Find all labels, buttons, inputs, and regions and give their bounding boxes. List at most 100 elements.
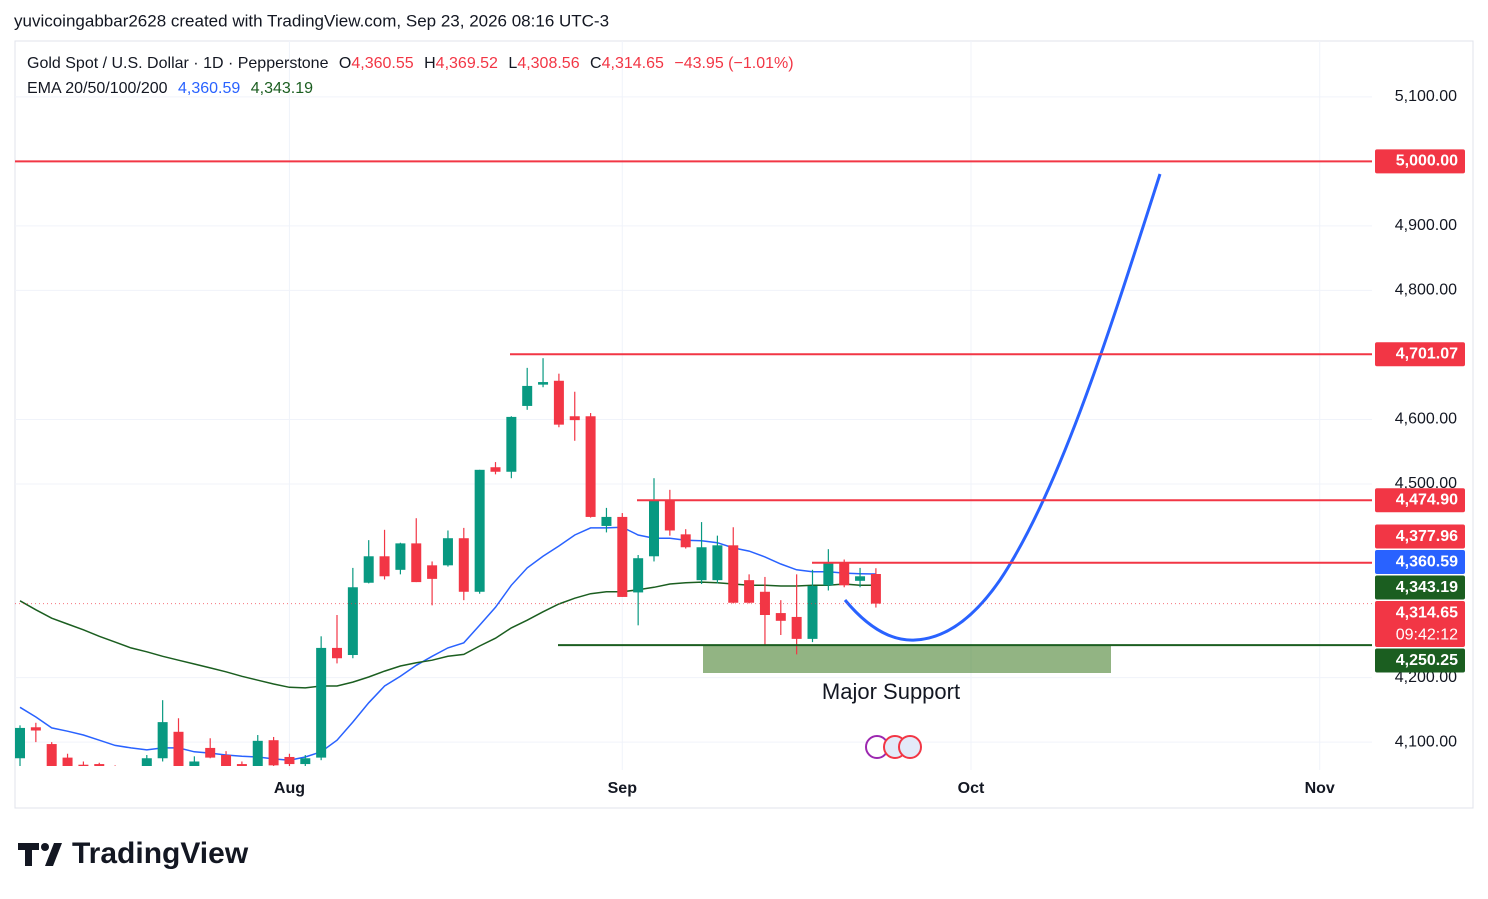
price-label: 4,250.25 xyxy=(1396,652,1458,669)
ohlc-value: 4,308.56 xyxy=(517,55,579,72)
candle-body xyxy=(347,587,358,656)
y-tick-label: 5,100.00 xyxy=(1395,88,1457,105)
support-zone xyxy=(703,646,1111,673)
change: −43.95 (−1.01%) xyxy=(674,55,793,72)
ema-name: EMA 20/50/100/200 xyxy=(27,80,168,97)
candle-body xyxy=(664,500,675,531)
annotation: Major Support xyxy=(822,679,960,704)
candle-body xyxy=(300,758,311,765)
ohlc-value: 4,369.52 xyxy=(436,55,498,72)
symbol: Gold Spot / U.S. Dollar · 1D · Peppersto… xyxy=(27,55,329,72)
countdown: 09:42:12 xyxy=(1396,626,1458,643)
logo: TradingView xyxy=(72,837,249,870)
ema-legend: EMA 20/50/100/200 4,360.59 4,343.19 xyxy=(27,80,313,97)
price-label-box xyxy=(1375,342,1465,367)
candle-body xyxy=(15,727,25,759)
grid xyxy=(15,41,1372,770)
y-tick-label: 4,800.00 xyxy=(1395,282,1457,299)
candle-body xyxy=(442,538,453,566)
candle-body xyxy=(236,764,247,766)
candle-body xyxy=(221,755,232,766)
price-label: 4,360.59 xyxy=(1396,553,1458,570)
candle-body xyxy=(522,385,533,406)
price-label-box xyxy=(1375,575,1465,600)
ema-value: 4,343.19 xyxy=(251,80,313,97)
legend: Gold Spot / U.S. Dollar · 1D · Peppersto… xyxy=(27,55,794,72)
candle-body xyxy=(205,747,216,758)
candle-body xyxy=(490,467,501,472)
candle-body xyxy=(474,469,485,592)
candle-body xyxy=(94,764,105,766)
candle-body xyxy=(870,573,881,604)
candle-body xyxy=(332,647,342,659)
candle-body xyxy=(252,740,263,766)
plot xyxy=(15,358,1111,766)
candle-body xyxy=(363,556,374,583)
candle-body xyxy=(617,516,628,597)
candle-body xyxy=(712,545,723,581)
candle-body xyxy=(633,558,644,593)
candle-body xyxy=(744,580,755,603)
y-tick-label: 4,900.00 xyxy=(1395,217,1457,234)
candle-body xyxy=(569,416,580,421)
candle-body xyxy=(553,380,564,425)
projection-curve xyxy=(843,173,1162,642)
candle-body xyxy=(839,562,850,586)
candle-body xyxy=(411,543,422,583)
ohlc-value: 4,360.55 xyxy=(351,55,413,72)
candle-body xyxy=(268,740,279,766)
candle-body xyxy=(855,576,866,581)
candle-body xyxy=(458,538,469,592)
price-labels: 4,100.00 4,200.00 4,500.00 4,600.00 4,800.00… xyxy=(1375,88,1465,750)
x-tick-label: Sep xyxy=(608,780,638,797)
ohlc-key: C xyxy=(590,55,602,72)
candle-body xyxy=(30,727,41,731)
candle-body xyxy=(506,416,517,472)
price-label-box xyxy=(1375,524,1465,549)
ohlc-value: 4,314.65 xyxy=(602,55,664,72)
candle-body xyxy=(601,516,612,526)
price-label: 4,474.90 xyxy=(1396,491,1458,508)
price-label: 4,314.65 xyxy=(1396,604,1458,621)
price-label-box xyxy=(1375,601,1465,648)
price-label-box xyxy=(1375,149,1465,174)
price-label: 5,000.00 xyxy=(1396,153,1458,170)
candle-body xyxy=(775,613,786,621)
y-tick-label: 4,500.00 xyxy=(1395,475,1457,492)
candle-body xyxy=(62,757,73,766)
candle-body xyxy=(759,591,770,616)
ohlc-key: L xyxy=(508,55,517,72)
candle-body xyxy=(78,764,89,766)
price-label-box xyxy=(1375,648,1465,673)
candle-body xyxy=(173,731,184,766)
candle-body xyxy=(728,545,739,603)
price-label: 4,343.19 xyxy=(1396,579,1458,596)
price-label-box xyxy=(1375,550,1465,575)
candle-body xyxy=(316,647,327,758)
logo-icon xyxy=(18,843,62,866)
x-tick-label: Nov xyxy=(1305,780,1335,797)
candle-body xyxy=(538,382,549,385)
candle-body xyxy=(823,562,834,586)
price-label: 4,377.96 xyxy=(1396,528,1458,545)
candle-body xyxy=(427,565,438,579)
candle-body xyxy=(807,585,818,639)
candle-body xyxy=(791,616,802,639)
y-tick-label: 4,200.00 xyxy=(1395,669,1457,686)
event-icons xyxy=(865,735,922,759)
candle-body xyxy=(649,500,659,557)
candle-body xyxy=(141,758,152,766)
candle-body xyxy=(395,543,406,570)
candle-body xyxy=(379,556,390,577)
candle-body xyxy=(189,761,200,766)
y-tick-label: 4,600.00 xyxy=(1395,411,1457,428)
candle-body xyxy=(696,547,707,581)
candle-body xyxy=(284,756,295,765)
x-tick-label: Oct xyxy=(958,780,985,797)
price-label-box xyxy=(1375,488,1465,513)
candle-body xyxy=(157,722,168,759)
candle-body xyxy=(680,534,691,548)
y-tick-label: 4,100.00 xyxy=(1395,733,1457,750)
candle-body xyxy=(46,744,57,766)
